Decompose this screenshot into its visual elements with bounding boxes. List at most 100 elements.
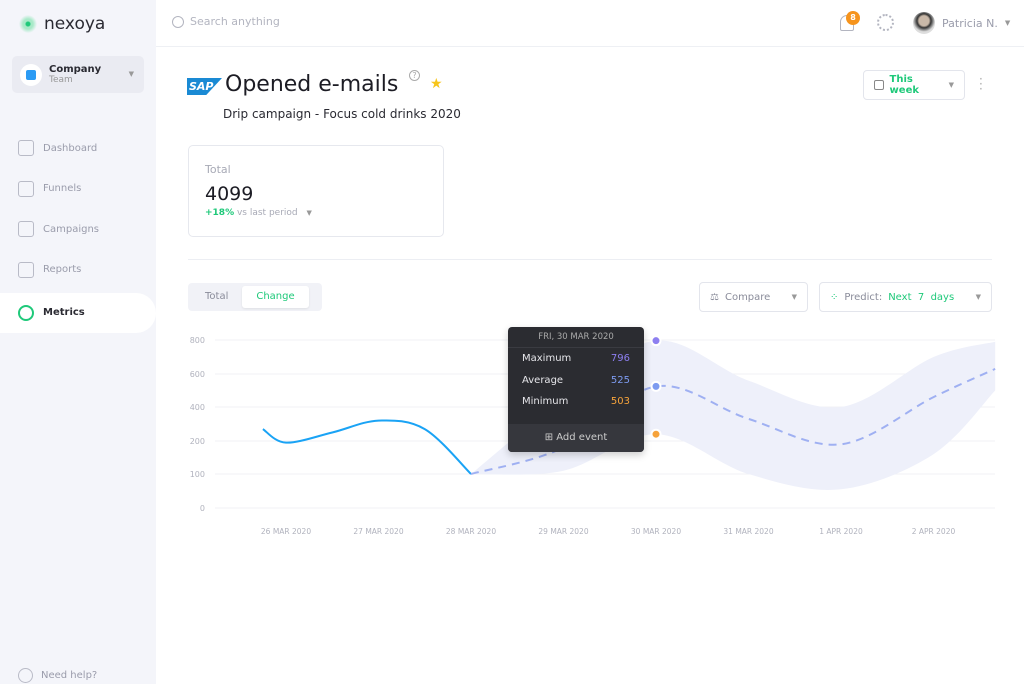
team-switcher[interactable]: Company Team ▼ (12, 56, 144, 93)
total-card: Total 4099 +18% vs last period ▼ (188, 145, 444, 237)
x-tick-label: 27 MAR 2020 (353, 527, 403, 536)
sap-logo: SAP (187, 78, 222, 95)
date-range-select[interactable]: This week ▼ (863, 70, 965, 100)
compare-button[interactable]: ⚖ Compare ▼ (699, 282, 808, 312)
actual-line (262, 419, 472, 475)
predict-label: Predict: (844, 291, 883, 303)
avg-point (650, 380, 662, 392)
tooltip-value: 525 (610, 374, 630, 386)
page-subtitle: Drip campaign - Focus cold drinks 2020 (223, 107, 461, 121)
chevron-down-icon[interactable]: ▼ (306, 209, 312, 217)
calendar-plus-icon: ⊞ (544, 432, 554, 443)
y-tick-label: 0 (200, 504, 205, 513)
home-icon (18, 140, 34, 156)
y-tick-label: 400 (190, 403, 205, 412)
change-value: +18% (205, 208, 235, 218)
predict-select[interactable]: ⁘ Predict: Next 7 days ▼ (819, 282, 992, 312)
app-name: nexoya (44, 14, 106, 34)
logo[interactable]: nexoya (18, 14, 105, 34)
sidebar-item-dashboard[interactable]: Dashboard (0, 128, 156, 168)
y-tick-label: 200 (190, 437, 205, 446)
user-name: Patricia N. (942, 16, 998, 30)
image-icon (26, 69, 36, 80)
team-name: Company (49, 63, 102, 75)
x-tick-label: 26 MAR 2020 (261, 527, 311, 536)
y-tick-label: 100 (190, 470, 205, 479)
x-tick-label: 2 APR 2020 (912, 527, 956, 536)
tooltip-row: Average 525 (508, 370, 644, 392)
y-tick-label: 800 (190, 336, 205, 345)
sidebar-item-label: Reports (43, 264, 82, 275)
x-tick-label: 31 MAR 2020 (723, 527, 773, 536)
tooltip-row: Maximum 796 (508, 348, 644, 370)
chevron-down-icon: ▼ (791, 293, 797, 301)
chevron-down-icon: ▼ (1004, 19, 1011, 27)
change-row: +18% vs last period ▼ (205, 208, 427, 218)
notification-badge: 8 (846, 11, 860, 25)
add-event-label: Add event (556, 432, 608, 443)
more-icon[interactable]: · · · (979, 72, 983, 96)
x-tick-label: 29 MAR 2020 (538, 527, 588, 536)
search-input[interactable]: Search anything (172, 15, 280, 28)
toggle-change[interactable]: Change (242, 286, 309, 308)
view-toggle: Total Change (188, 283, 322, 311)
funnel-icon (18, 180, 34, 197)
tooltip-label: Minimum (522, 396, 569, 408)
page-title: Opened e-mails (225, 72, 399, 97)
report-icon (18, 261, 34, 278)
megaphone-icon (18, 221, 34, 237)
avatar (913, 12, 935, 34)
min-point (650, 428, 662, 440)
sidebar: nexoya Company Team ▼ Dashboard Funnels C… (0, 0, 156, 684)
x-tick-label: 30 MAR 2020 (631, 527, 681, 536)
sidebar-item-funnels[interactable]: Funnels (0, 169, 156, 209)
help-label: Need help? (41, 670, 98, 681)
question-icon (18, 668, 33, 683)
sidebar-item-label: Campaigns (43, 223, 100, 235)
help-link[interactable]: Need help? (18, 668, 97, 683)
help-icon[interactable]: ? (409, 70, 420, 81)
max-point (650, 335, 662, 347)
calendar-icon (874, 80, 884, 90)
sidebar-nav: Dashboard Funnels Campaigns Reports Metr… (0, 128, 156, 333)
y-tick-label: 600 (190, 370, 205, 379)
team-sub: Team (49, 74, 73, 85)
x-tick-label: 28 MAR 2020 (446, 527, 496, 536)
sidebar-item-label: Metrics (43, 307, 85, 318)
team-avatar (20, 63, 42, 86)
tooltip-row: Minimum 503 (508, 391, 644, 413)
divider (188, 259, 992, 260)
tooltip-label: Maximum (522, 353, 572, 365)
date-range-label: This week (889, 74, 919, 96)
search-placeholder: Search anything (190, 15, 280, 28)
star-icon[interactable]: ★ (430, 76, 443, 92)
sidebar-item-campaigns[interactable]: Campaigns (0, 209, 156, 249)
sidebar-item-reports[interactable]: Reports (0, 250, 156, 290)
sidebar-item-label: Dashboard (43, 142, 98, 154)
tooltip-value: 503 (610, 396, 630, 408)
gear-icon[interactable] (877, 14, 894, 31)
chevron-down-icon: ▼ (128, 70, 134, 78)
logo-icon (18, 14, 38, 34)
total-label: Total (205, 163, 231, 176)
total-value: 4099 (205, 183, 254, 205)
search-icon (172, 15, 184, 28)
user-menu[interactable]: Patricia N. ▼ (913, 12, 1010, 34)
sidebar-item-label: Funnels (43, 183, 82, 194)
change-text: vs last period (236, 208, 298, 218)
predicted-line (470, 367, 996, 475)
chevron-down-icon: ▼ (975, 293, 981, 301)
sidebar-item-metrics[interactable]: Metrics (0, 292, 156, 333)
x-tick-label: 1 APR 2020 (819, 527, 863, 536)
tooltip-date: FRI, 30 MAR 2020 (508, 327, 644, 348)
tooltip-value: 796 (610, 353, 630, 365)
predict-icon: ⁘ (830, 291, 839, 303)
scale-icon: ⚖ (710, 291, 719, 303)
predict-value: Next 7 days (888, 291, 955, 303)
metrics-icon (18, 304, 34, 321)
chevron-down-icon: ▼ (948, 81, 954, 89)
compare-label: Compare (724, 291, 771, 303)
toggle-total[interactable]: Total (205, 291, 229, 302)
add-event-button[interactable]: ⊞ Add event (508, 424, 644, 452)
chart-tooltip: FRI, 30 MAR 2020 Maximum 796 Average 525 M… (508, 327, 644, 452)
